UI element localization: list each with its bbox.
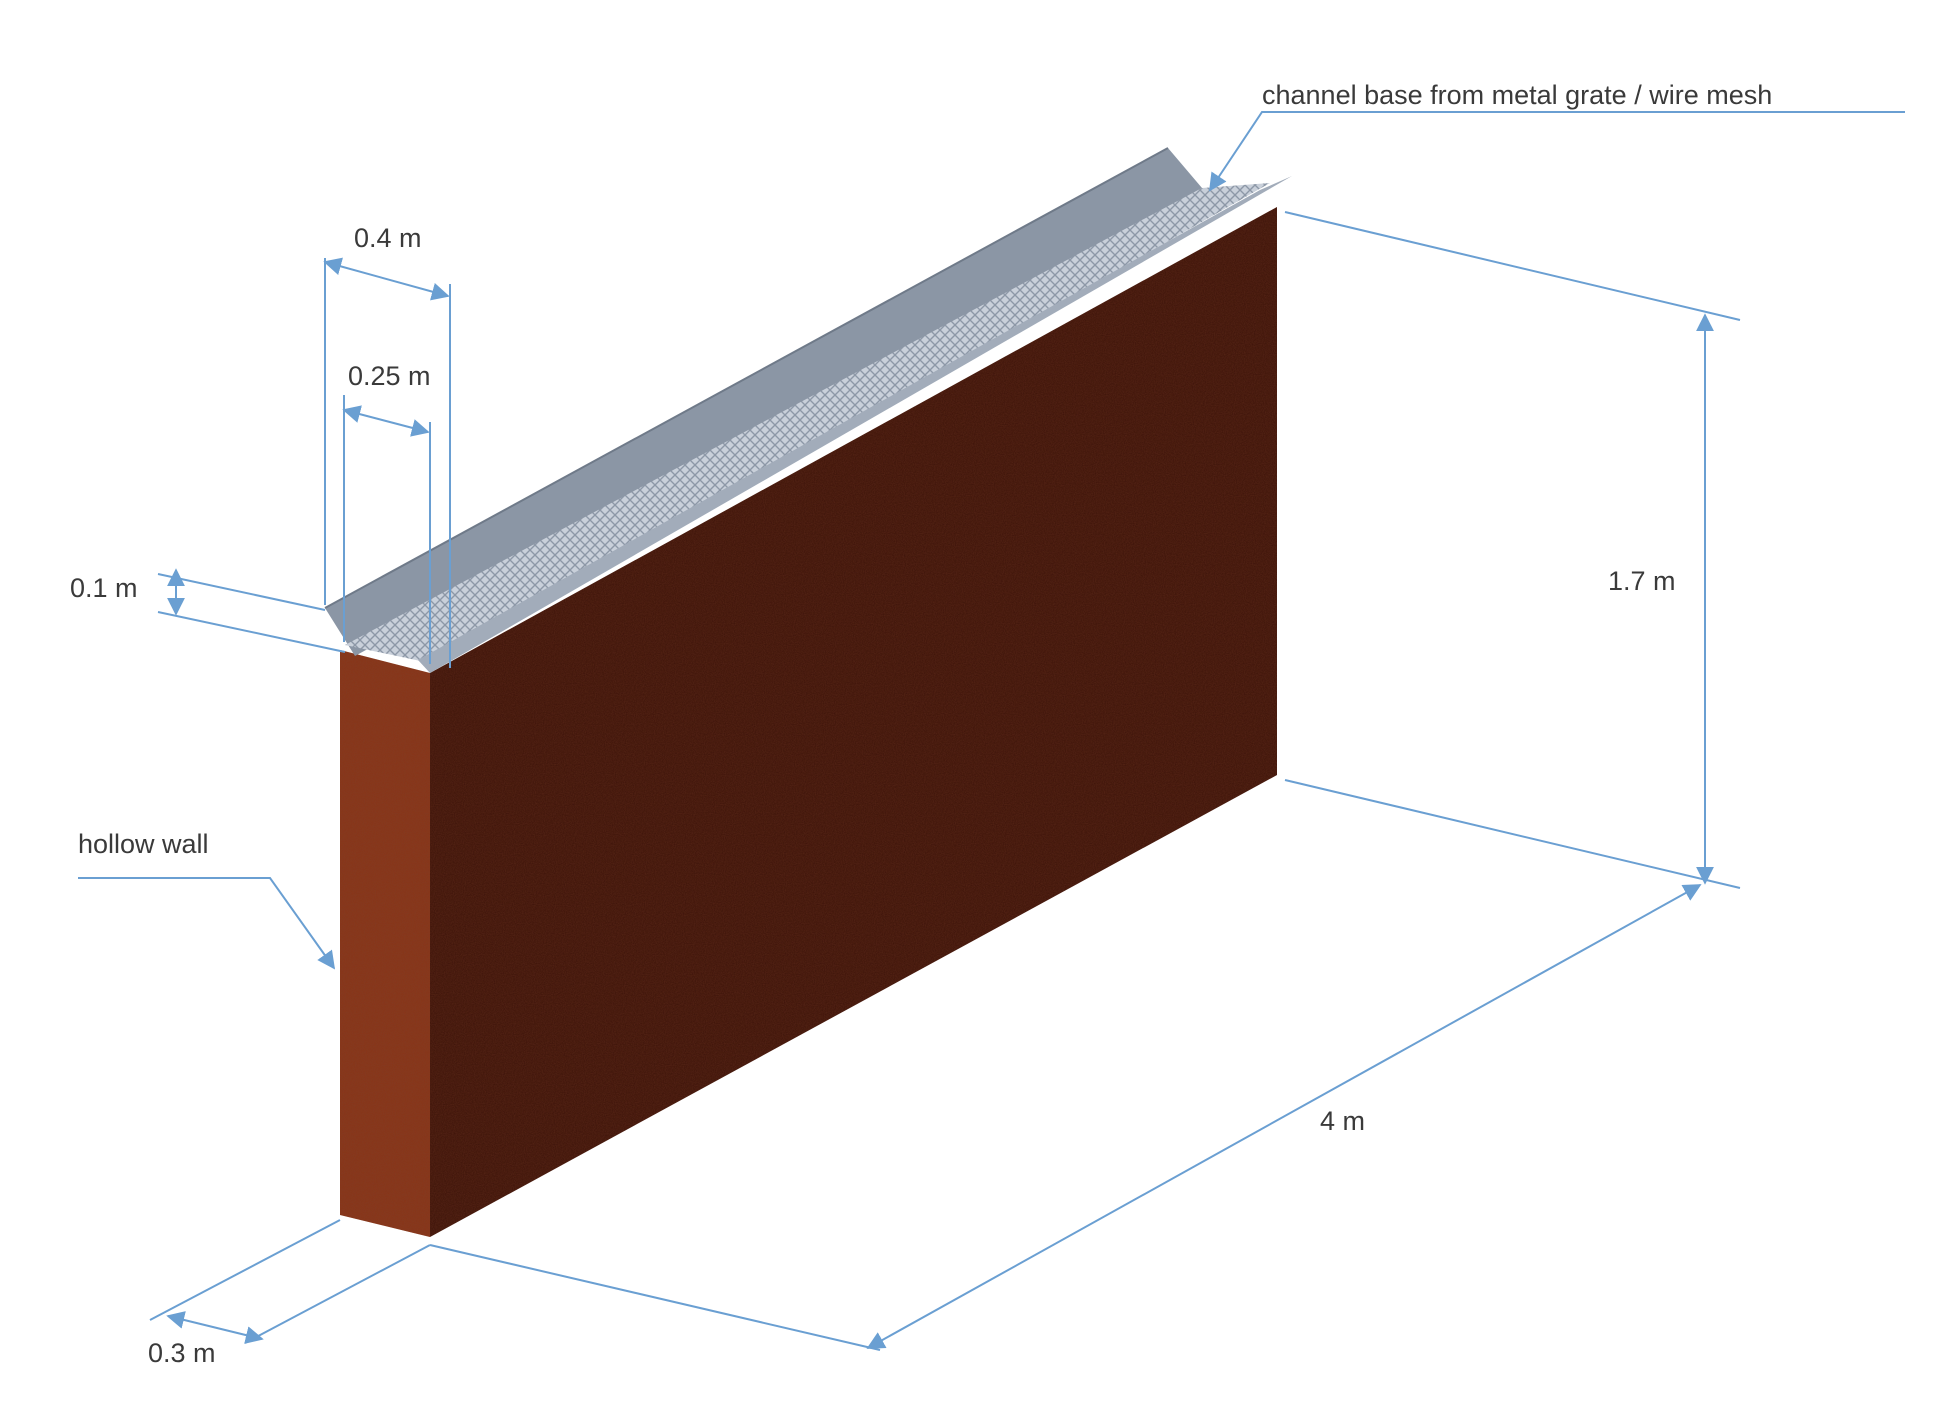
wall-front-grain (430, 207, 1277, 1237)
wire-mesh-base (345, 183, 1270, 663)
top-channel (324, 147, 1292, 673)
leader-lines (78, 111, 1905, 970)
dim-wall-height: 1.7 m (1608, 566, 1676, 596)
wall-body (340, 207, 1277, 1237)
dim-wall-length: 4 m (1320, 1106, 1365, 1136)
dim-channel-depth: 0.1 m (70, 573, 138, 603)
dim-channel-inner-width: 0.25 m (348, 361, 431, 391)
dim-wall-thickness: 0.3 m (148, 1338, 216, 1368)
channel-edge (324, 147, 1169, 609)
channel-front-lip (418, 176, 1292, 673)
dimension-lines (149, 211, 1741, 1351)
wall-side-grain (340, 650, 430, 1237)
dim-channel-outer-width: 0.4 m (354, 223, 422, 253)
channel-back-panel (325, 148, 1202, 656)
label-channel-base: channel base from metal grate / wire mes… (1262, 80, 1772, 110)
label-hollow-wall: hollow wall (78, 829, 209, 859)
